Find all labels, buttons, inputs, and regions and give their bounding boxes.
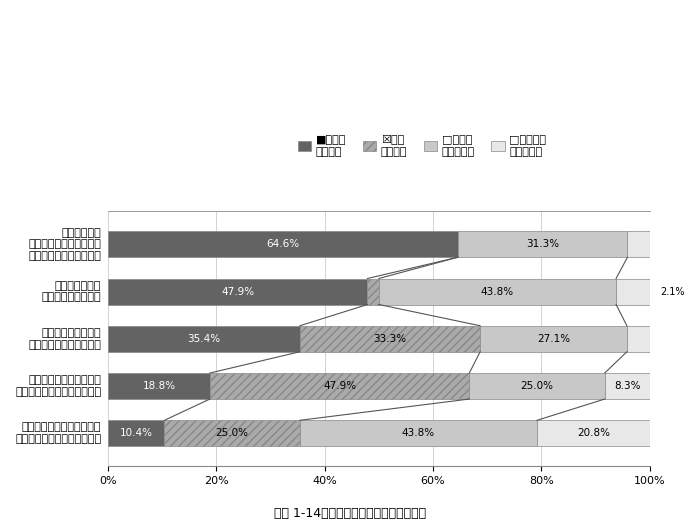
Text: 20.8%: 20.8% — [577, 429, 610, 438]
Text: 10.4%: 10.4% — [120, 429, 153, 438]
Text: 27.1%: 27.1% — [537, 334, 570, 344]
Text: 25.0%: 25.0% — [216, 429, 248, 438]
Bar — [108, 420, 164, 446]
Bar — [379, 279, 616, 304]
Bar — [616, 279, 650, 304]
Bar — [164, 420, 300, 446]
Bar — [210, 373, 469, 399]
Bar — [469, 373, 605, 399]
Bar — [627, 231, 650, 257]
Bar — [108, 279, 368, 304]
Legend: ■とても
苦労する, ☒やや
苦労する, □あまり
苦労しない, □ほとんど
苦労しない: ■とても 苦労する, ☒やや 苦労する, □あまり 苦労しない, □ほとんど 苦… — [298, 135, 546, 157]
Text: 43.8%: 43.8% — [481, 287, 514, 296]
Text: 25.0%: 25.0% — [521, 381, 554, 391]
Text: 2.1%: 2.1% — [661, 287, 685, 296]
Bar — [368, 279, 379, 304]
Bar — [108, 373, 210, 399]
Bar — [300, 326, 480, 352]
Bar — [605, 373, 650, 399]
Bar — [108, 326, 300, 352]
Bar — [458, 231, 627, 257]
Bar — [537, 420, 650, 446]
Text: 35.4%: 35.4% — [188, 334, 220, 344]
Text: 18.8%: 18.8% — [142, 381, 176, 391]
Text: 47.9%: 47.9% — [221, 287, 254, 296]
Bar — [300, 420, 537, 446]
Text: 31.3%: 31.3% — [526, 239, 559, 249]
Text: 43.8%: 43.8% — [402, 429, 435, 438]
Text: 47.9%: 47.9% — [323, 381, 356, 391]
Bar — [627, 326, 650, 352]
Bar — [480, 326, 627, 352]
Text: 8.3%: 8.3% — [614, 381, 640, 391]
Text: 図表 1-14　三者合意で企業に対する苦労: 図表 1-14 三者合意で企業に対する苦労 — [274, 507, 426, 520]
Bar — [108, 231, 458, 257]
Text: 33.3%: 33.3% — [373, 334, 407, 344]
Text: 64.6%: 64.6% — [267, 239, 300, 249]
